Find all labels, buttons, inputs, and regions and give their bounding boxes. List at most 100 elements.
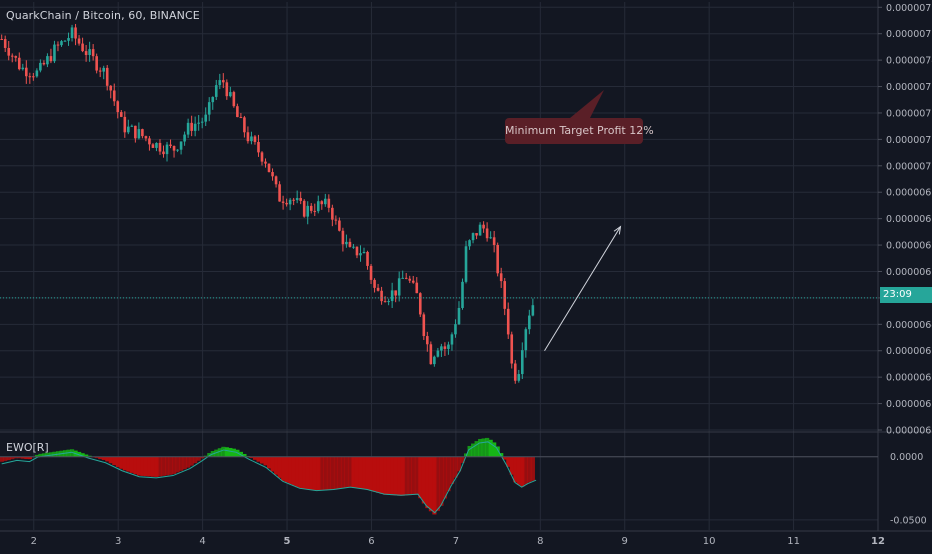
candle-body	[345, 241, 348, 245]
ewo-bar	[288, 456, 293, 485]
price-tick-label: 0.00000620	[886, 373, 932, 384]
candle-body	[348, 241, 352, 247]
candle-body	[362, 251, 366, 254]
candle-body	[151, 144, 155, 148]
ewo-bar	[98, 456, 103, 459]
candle-body	[67, 38, 70, 41]
candle-body	[503, 281, 507, 309]
candle-body	[426, 336, 429, 345]
ewo-bar	[270, 456, 275, 472]
candle-body	[35, 70, 39, 77]
candle-body	[520, 350, 524, 375]
candle-body	[278, 184, 281, 202]
candle-body	[411, 280, 415, 283]
ewo-bar	[105, 456, 110, 462]
candle-body	[394, 290, 397, 296]
time-tick-label: 7	[453, 536, 459, 547]
candle-body	[250, 136, 253, 142]
candle-body	[155, 142, 158, 148]
candle-body	[302, 200, 306, 217]
candle-body	[324, 198, 327, 205]
candle-body	[239, 117, 243, 119]
ewo-bar	[397, 456, 402, 496]
candle-body	[499, 273, 503, 282]
candle-body	[292, 199, 295, 201]
ewo-bar	[530, 456, 535, 481]
candle-body	[475, 233, 478, 236]
candle-body	[359, 253, 362, 256]
candle-body	[91, 49, 95, 57]
candle-body	[3, 39, 7, 48]
candle-body	[447, 344, 450, 349]
grid	[0, 2, 879, 530]
candle-body	[81, 43, 84, 52]
candle-body	[84, 51, 88, 56]
ewo-bar	[129, 456, 134, 473]
candle-body	[285, 202, 288, 205]
candle-body	[179, 141, 183, 150]
ewo-bar	[193, 456, 198, 464]
current-price-badge: 23:09	[880, 287, 932, 303]
ewo-bar	[259, 456, 265, 464]
ewo-bar	[446, 456, 451, 492]
price-tick-label: 0.00000740	[886, 56, 932, 67]
ewo-bar	[354, 456, 360, 489]
candle-body	[204, 114, 208, 122]
price-tick-label: 0.00000700	[886, 161, 932, 172]
candle-body	[257, 141, 260, 153]
ewo-bar	[351, 456, 356, 488]
candle-body	[489, 237, 492, 239]
target-arrow	[544, 226, 621, 352]
ewo-bar	[20, 456, 25, 459]
ewo-bar	[319, 456, 324, 491]
target-profit-annotation[interactable]: Minimum Target Profit 12%	[505, 118, 654, 144]
candle-body	[440, 346, 443, 351]
ewo-bar	[101, 456, 106, 460]
ewo-bar	[70, 449, 75, 457]
candle-body	[418, 293, 422, 315]
symbol-title: QuarkChain / Bitcoin, 60, BINANCE	[6, 9, 200, 22]
ewo-bar	[0, 456, 4, 462]
time-tick-label: 3	[115, 536, 121, 547]
ewo-bar	[432, 456, 437, 515]
ewo-bar	[358, 456, 363, 489]
ewo-bar	[108, 456, 113, 464]
ewo-bar	[242, 453, 247, 457]
ewo-bar	[516, 456, 521, 485]
ewo-bar	[513, 456, 518, 483]
price-tick-label: 0.00000600	[886, 426, 932, 437]
ewo-bar	[84, 454, 89, 457]
candle-body	[214, 85, 218, 97]
annotation-pointer	[570, 90, 604, 118]
candle-body	[390, 290, 394, 302]
candle-body	[7, 47, 11, 56]
candle-body	[32, 76, 35, 78]
candle-body	[119, 112, 123, 117]
candle-body	[387, 301, 390, 303]
ewo-bar	[126, 456, 131, 472]
ewo-bar	[94, 456, 99, 458]
ewo-bar	[326, 456, 331, 490]
ewo-bar	[196, 456, 201, 461]
candle-body	[401, 277, 404, 279]
price-tick-label: 0.00000640	[886, 320, 932, 331]
candle-body	[313, 210, 317, 212]
candle-body	[28, 76, 32, 78]
candle-body	[183, 134, 186, 142]
candle-body	[454, 324, 457, 335]
ewo-bar	[252, 456, 258, 460]
ewo-bar	[421, 456, 426, 504]
price-tick-label: 0.00000670	[886, 241, 932, 252]
ewo-tick-label: 0.0000	[890, 452, 923, 463]
ewo-bar	[80, 453, 85, 457]
candle-body	[49, 56, 53, 62]
candle-body	[63, 40, 67, 42]
candle-body	[309, 205, 313, 211]
ewo-bar	[182, 456, 187, 470]
candle-body	[450, 334, 454, 345]
ewo-bar	[115, 456, 120, 467]
candle-body	[172, 146, 176, 151]
candle-body	[341, 230, 345, 245]
